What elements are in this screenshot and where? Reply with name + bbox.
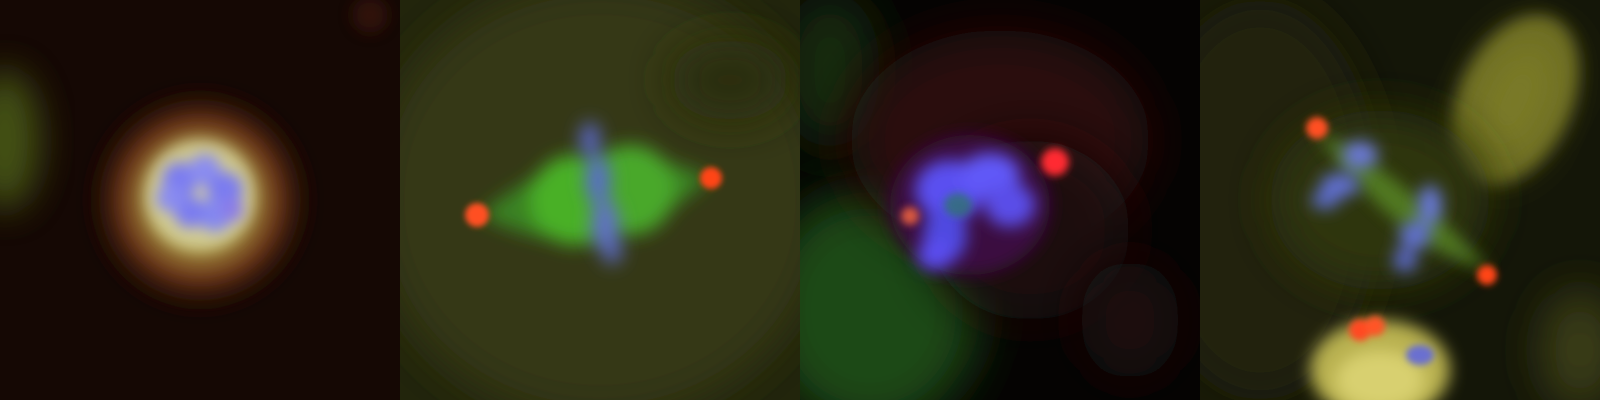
panel-1-image: [0, 0, 400, 400]
centrosome-right: [700, 167, 722, 189]
panel-4-image: [1200, 0, 1600, 400]
micrograph-panel-3: [800, 0, 1200, 400]
panel-3-image: [800, 0, 1200, 400]
panel-2-image: [400, 0, 800, 400]
centrosome-lower-right: [1477, 265, 1497, 285]
micrograph-panel-4: [1200, 0, 1600, 400]
centrosome-left: [901, 207, 919, 225]
micrograph-panel-2: [400, 0, 800, 400]
micrograph-panel-1: [0, 0, 400, 400]
centrosome-right: [1041, 148, 1069, 176]
centrosome-upper-left: [1306, 117, 1328, 139]
centrosome-left: [465, 203, 489, 227]
